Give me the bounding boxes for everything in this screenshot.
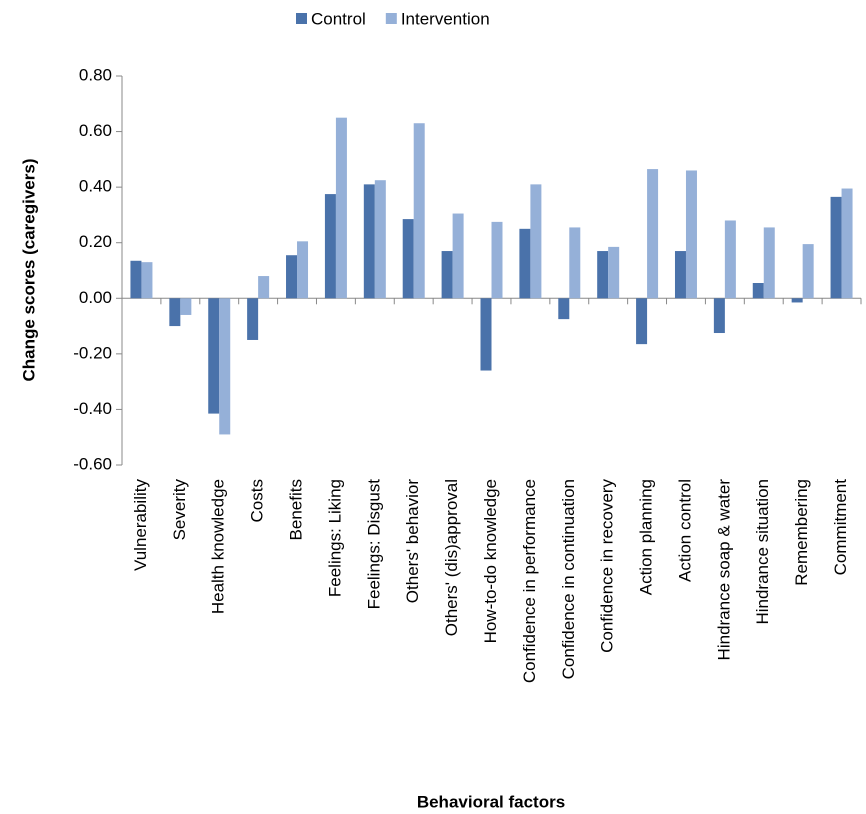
bar <box>724 220 736 299</box>
x-tick-label: Costs <box>248 479 267 522</box>
bar <box>636 298 648 345</box>
y-tick-label: 0.40 <box>79 177 112 196</box>
bar <box>802 244 814 299</box>
bar <box>530 184 542 299</box>
x-axis-title: Behavioral factors <box>417 792 565 811</box>
y-tick-label: 0.80 <box>79 65 112 84</box>
bar <box>791 298 803 303</box>
bar <box>569 227 581 299</box>
x-tick-label: Vulnerability <box>131 479 150 571</box>
bar <box>374 180 386 299</box>
legend-swatch <box>296 13 307 24</box>
bar <box>752 283 764 299</box>
x-tick-label: Feelings: Liking <box>325 479 344 597</box>
bar <box>402 219 414 299</box>
bar <box>258 276 270 299</box>
y-tick-label: 0.60 <box>79 121 112 140</box>
bar <box>441 251 453 299</box>
legend-swatch <box>385 13 397 24</box>
x-tick-label: Severity <box>170 479 189 541</box>
y-tick-label: -0.60 <box>73 454 112 473</box>
legend-label: Control <box>311 9 366 28</box>
bar <box>647 169 659 299</box>
bar <box>286 255 298 299</box>
bar <box>519 228 531 299</box>
bar <box>491 221 503 299</box>
bar <box>830 196 842 299</box>
x-tick-label: Action control <box>675 479 694 582</box>
x-tick-label: Commitment <box>831 479 850 576</box>
y-tick-label: -0.20 <box>73 343 112 362</box>
bar <box>363 184 375 299</box>
bar <box>713 298 725 334</box>
bar <box>597 251 609 299</box>
bar <box>297 241 309 299</box>
bar <box>219 298 231 435</box>
x-tick-label: Remembering <box>792 479 811 586</box>
y-tick-label: -0.40 <box>73 399 112 418</box>
bar <box>169 298 181 327</box>
x-tick-label: How-to-do knowledge <box>481 479 500 643</box>
x-tick-label: Health knowledge <box>209 479 228 614</box>
x-tick-label: Action planning <box>637 479 656 595</box>
bar <box>208 298 220 414</box>
bar <box>674 251 686 299</box>
bar <box>685 170 697 299</box>
bar <box>480 298 492 371</box>
bar <box>335 117 347 299</box>
bar <box>141 262 153 299</box>
x-tick-label: Others' (dis)approval <box>442 479 461 636</box>
bar <box>130 260 142 299</box>
y-tick-label: 0.20 <box>79 232 112 251</box>
bar <box>763 227 775 299</box>
y-axis-title: Change scores (caregivers) <box>19 159 38 382</box>
x-tick-label: Confidence in continuation <box>559 479 578 679</box>
legend-label: Intervention <box>401 9 490 28</box>
bar <box>324 194 336 299</box>
x-tick-label: Hindrance situation <box>753 479 772 625</box>
bar <box>841 188 853 299</box>
bar <box>452 213 464 299</box>
x-tick-label: Confidence in performance <box>520 479 539 683</box>
bar <box>413 123 425 299</box>
x-tick-label: Others' behavior <box>403 479 422 604</box>
x-tick-label: Benefits <box>287 479 306 540</box>
y-tick-label: 0.00 <box>79 288 112 307</box>
bar <box>247 298 259 340</box>
bar <box>180 298 192 315</box>
x-tick-label: Hindrance soap & water <box>714 479 733 661</box>
bar <box>558 298 570 320</box>
bar <box>608 246 620 299</box>
x-tick-label: Confidence in recovery <box>598 479 617 653</box>
x-tick-label: Feelings: Disgust <box>364 479 383 610</box>
